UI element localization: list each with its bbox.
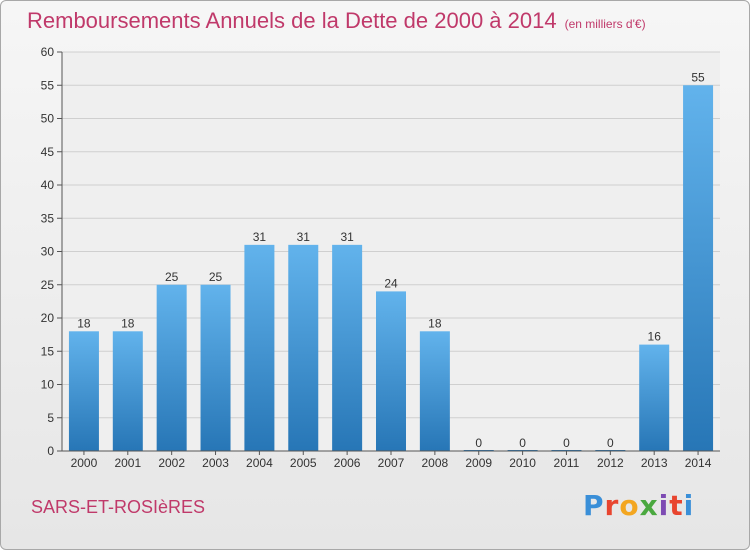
x-tick-label: 2014: [685, 456, 712, 470]
bar: [244, 244, 275, 451]
x-tick-label: 2012: [597, 456, 624, 470]
y-tick-label: 60: [41, 45, 55, 59]
value-label: 31: [253, 230, 267, 244]
y-tick-label: 0: [47, 444, 54, 458]
bar: [156, 284, 187, 451]
y-tick-label: 25: [41, 278, 55, 292]
x-tick-label: 2010: [509, 456, 536, 470]
x-tick-label: 2007: [378, 456, 405, 470]
y-tick-label: 45: [41, 145, 55, 159]
value-label: 31: [297, 230, 311, 244]
x-tick-label: 2002: [158, 456, 185, 470]
x-tick-label: 2005: [290, 456, 317, 470]
bar: [68, 331, 99, 451]
value-label: 0: [519, 436, 526, 450]
value-label: 18: [428, 316, 442, 330]
logo-letter: P: [583, 489, 605, 522]
value-label: 0: [475, 436, 482, 450]
value-label: 18: [77, 316, 91, 330]
chart-unit: (en milliers d'€): [564, 17, 646, 31]
value-label: 0: [563, 436, 570, 450]
value-label: 16: [648, 330, 662, 344]
y-tick-label: 55: [41, 78, 55, 92]
logo-letter: o: [619, 489, 640, 522]
logo-letter: x: [639, 489, 659, 522]
y-tick-label: 30: [41, 245, 55, 259]
x-tick-label: 2009: [465, 456, 492, 470]
logo-letter: i: [658, 489, 670, 522]
y-tick-label: 20: [41, 311, 55, 325]
value-label: 24: [384, 276, 398, 290]
chart-title: Remboursements Annuels de la Dette de 20…: [27, 8, 646, 34]
value-label: 0: [607, 436, 614, 450]
logo-letter: r: [604, 489, 620, 522]
x-tick-label: 2003: [202, 456, 229, 470]
value-label: 31: [340, 230, 354, 244]
bar: [376, 291, 406, 451]
proxiti-logo: Proxiti: [583, 489, 694, 522]
x-tick-label: 2008: [422, 456, 449, 470]
x-tick-label: 2000: [71, 456, 98, 470]
x-tick-label: 2001: [114, 456, 141, 470]
y-tick-label: 35: [41, 211, 55, 225]
commune-name: SARS-ET-ROSIèRES: [31, 497, 206, 517]
logo-letter: t: [669, 489, 684, 522]
bar: [200, 284, 231, 451]
value-label: 25: [165, 270, 179, 284]
chart-title-text: Remboursements Annuels de la Dette de 20…: [27, 8, 557, 33]
x-tick-label: 2004: [246, 456, 273, 470]
y-tick-label: 40: [41, 178, 55, 192]
bar: [112, 331, 143, 451]
value-label: 18: [121, 316, 135, 330]
x-tick-label: 2006: [334, 456, 361, 470]
bar: [288, 244, 319, 451]
logo-letter: i: [683, 489, 695, 522]
value-label: 25: [209, 270, 223, 284]
bar: [332, 244, 363, 451]
y-tick-label: 50: [41, 112, 55, 126]
y-tick-label: 15: [41, 344, 55, 358]
bar: [683, 85, 714, 451]
x-tick-label: 2011: [554, 456, 580, 470]
x-tick-label: 2013: [641, 456, 668, 470]
y-tick-label: 10: [41, 378, 55, 392]
bar: [639, 344, 670, 451]
y-tick-label: 5: [47, 411, 54, 425]
bar: [419, 331, 450, 451]
value-label: 55: [691, 70, 705, 84]
